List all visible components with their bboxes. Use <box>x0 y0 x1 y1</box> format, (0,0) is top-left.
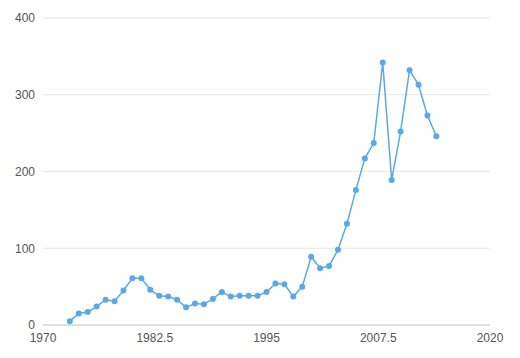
svg-text:200: 200 <box>15 165 35 179</box>
svg-text:1970: 1970 <box>30 331 57 345</box>
svg-text:1995: 1995 <box>253 331 280 345</box>
svg-text:100: 100 <box>15 242 35 256</box>
svg-text:2020: 2020 <box>477 331 504 345</box>
svg-text:0: 0 <box>28 318 35 332</box>
svg-text:300: 300 <box>15 88 35 102</box>
svg-text:400: 400 <box>15 11 35 25</box>
svg-text:2007.5: 2007.5 <box>360 331 397 345</box>
svg-text:1982.5: 1982.5 <box>136 331 173 345</box>
